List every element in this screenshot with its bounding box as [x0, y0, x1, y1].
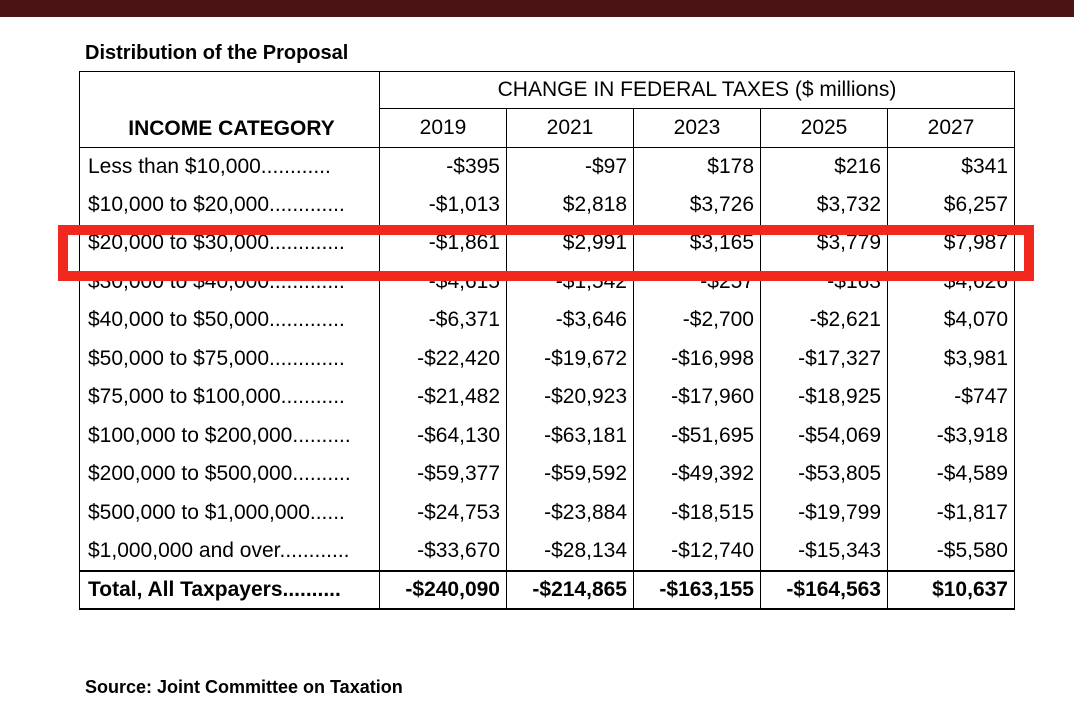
year-header: 2021	[506, 108, 634, 148]
table-row: $30,000 to $40,000............. -$4,615 -$…	[79, 262, 1015, 301]
tax-change-value: $6,257	[887, 185, 1015, 224]
year-header: 2025	[760, 108, 888, 148]
year-header: 2027	[887, 108, 1015, 148]
total-value: $10,637	[887, 569, 1015, 610]
table-body: Less than $10,000............ -$395 -$97 $1…	[79, 146, 1015, 571]
income-category-label: $75,000 to $100,000...........	[79, 378, 380, 417]
tax-change-value: -$18,925	[760, 378, 888, 417]
tax-change-value: -$257	[633, 262, 761, 301]
income-category-label: Less than $10,000............	[79, 146, 380, 186]
total-value: -$163,155	[633, 569, 761, 610]
tax-change-value: $3,732	[760, 185, 888, 224]
change-in-federal-taxes-header: CHANGE IN FEDERAL TAXES ($ millions)	[379, 71, 1015, 109]
total-value: -$214,865	[506, 569, 634, 610]
source-note: Source: Joint Committee on Taxation	[85, 677, 403, 697]
tax-change-value: -$97	[506, 146, 634, 186]
tax-change-value: $3,981	[887, 339, 1015, 378]
tax-change-value: -$24,753	[379, 493, 507, 532]
tax-change-value: -$49,392	[633, 455, 761, 494]
tax-change-value: $3,165	[633, 224, 761, 263]
tax-change-value: -$5,580	[887, 532, 1015, 571]
tax-change-value: -$16,998	[633, 339, 761, 378]
tax-change-value: $178	[633, 146, 761, 186]
income-category-label: $500,000 to $1,000,000......	[79, 493, 380, 532]
tax-change-value: -$19,799	[760, 493, 888, 532]
table-row: $75,000 to $100,000........... -$21,482 -$…	[79, 378, 1015, 417]
tax-change-value: -$22,420	[379, 339, 507, 378]
table-row: $40,000 to $50,000............. -$6,371 -$…	[79, 301, 1015, 340]
income-category-header: INCOME CATEGORY	[79, 71, 380, 148]
tax-change-value: -$23,884	[506, 493, 634, 532]
table-row: $50,000 to $75,000............. -$22,420-…	[79, 339, 1015, 378]
total-label: Total, All Taxpayers..........	[79, 569, 380, 610]
tax-change-value: -$163	[760, 262, 888, 301]
tax-change-value: -$51,695	[633, 416, 761, 455]
tax-change-value: -$395	[379, 146, 507, 186]
tax-change-value: -$33,670	[379, 532, 507, 571]
tax-change-value: $2,991	[506, 224, 634, 263]
table-row: $20,000 to $30,000............. -$1,861 $2…	[79, 224, 1015, 263]
tax-change-value: -$1,817	[887, 493, 1015, 532]
total-row: Total, All Taxpayers.......... -$240,090…	[79, 569, 1015, 610]
table-row: Less than $10,000............ -$395 -$97 $1…	[79, 146, 1015, 186]
header-row-group: INCOME CATEGORY CHANGE IN FEDERAL TAXES …	[79, 71, 1015, 148]
tax-change-value: -$17,960	[633, 378, 761, 417]
tax-change-value: $216	[760, 146, 888, 186]
table-row: $10,000 to $20,000............. -$1,013 $2…	[79, 185, 1015, 224]
tax-change-value: -$59,592	[506, 455, 634, 494]
header-row-years: 2019 2021 2023 2025 2027	[80, 108, 1015, 148]
tax-change-value: -$64,130	[379, 416, 507, 455]
income-category-label: $10,000 to $20,000.............	[79, 185, 380, 224]
income-category-label: $50,000 to $75,000.............	[79, 339, 380, 378]
tax-change-value: -$4,589	[887, 455, 1015, 494]
tax-change-value: -$17,327	[760, 339, 888, 378]
tax-change-value: -$6,371	[379, 301, 507, 340]
table-row: $500,000 to $1,000,000...... -$24,753 -$23…	[79, 493, 1015, 532]
top-bar	[0, 0, 1074, 17]
tax-change-value: -$1,861	[379, 224, 507, 263]
year-header: 2019	[379, 108, 507, 148]
tax-change-value: -$2,700	[633, 301, 761, 340]
income-category-label: $20,000 to $30,000.............	[79, 224, 380, 263]
total-value: -$240,090	[379, 569, 507, 610]
year-header: 2023	[633, 108, 761, 148]
income-category-label: $30,000 to $40,000.............	[79, 262, 380, 301]
table-row: $200,000 to $500,000.......... -$59,377 -$…	[79, 455, 1015, 494]
tax-change-value: $7,987	[887, 224, 1015, 263]
income-category-label: $100,000 to $200,000..........	[79, 416, 380, 455]
total-value: -$164,563	[760, 569, 888, 610]
tax-change-value: -$20,923	[506, 378, 634, 417]
tax-change-value: -$1,542	[506, 262, 634, 301]
income-category-label: $40,000 to $50,000.............	[79, 301, 380, 340]
table-row: $1,000,000 and over............ -$33,670-…	[79, 532, 1015, 571]
tax-change-value: -$63,181	[506, 416, 634, 455]
tax-change-value: -$53,805	[760, 455, 888, 494]
tax-change-value: -$54,069	[760, 416, 888, 455]
tax-change-value: -$15,343	[760, 532, 888, 571]
tax-change-value: -$59,377	[379, 455, 507, 494]
distribution-table: INCOME CATEGORY CHANGE IN FEDERAL TAXES …	[79, 71, 1015, 610]
tax-change-value: -$3,646	[506, 301, 634, 340]
tax-change-value: -$1,013	[379, 185, 507, 224]
tax-change-value: $3,779	[760, 224, 888, 263]
tax-change-value: -$3,918	[887, 416, 1015, 455]
tax-change-value: $3,726	[633, 185, 761, 224]
tax-change-value: $4,626	[887, 262, 1015, 301]
tax-change-value: -$19,672	[506, 339, 634, 378]
tax-change-value: -$21,482	[379, 378, 507, 417]
tax-change-value: -$4,615	[379, 262, 507, 301]
tax-change-value: -$18,515	[633, 493, 761, 532]
tax-change-value: $4,070	[887, 301, 1015, 340]
income-category-label: $1,000,000 and over............	[79, 532, 380, 571]
table-row: $100,000 to $200,000.......... -$64,130 -$…	[79, 416, 1015, 455]
tax-change-value: $341	[887, 146, 1015, 186]
tax-change-value: -$2,621	[760, 301, 888, 340]
tax-change-value: $2,818	[506, 185, 634, 224]
income-category-label: $200,000 to $500,000..........	[79, 455, 380, 494]
table-title: Distribution of the Proposal	[85, 42, 349, 64]
tax-change-value: -$12,740	[633, 532, 761, 571]
tax-change-value: -$28,134	[506, 532, 634, 571]
tax-change-value: -$747	[887, 378, 1015, 417]
